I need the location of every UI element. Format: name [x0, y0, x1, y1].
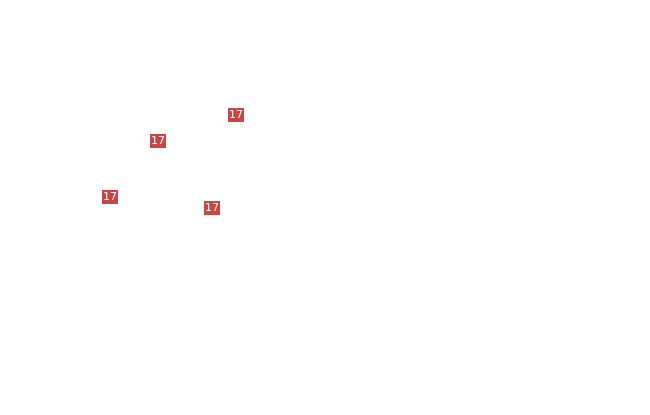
map-marker[interactable]: 17: [204, 201, 220, 215]
map-marker[interactable]: 17: [150, 134, 166, 148]
map-marker[interactable]: 17: [102, 190, 118, 204]
map-marker[interactable]: 17: [228, 108, 244, 122]
